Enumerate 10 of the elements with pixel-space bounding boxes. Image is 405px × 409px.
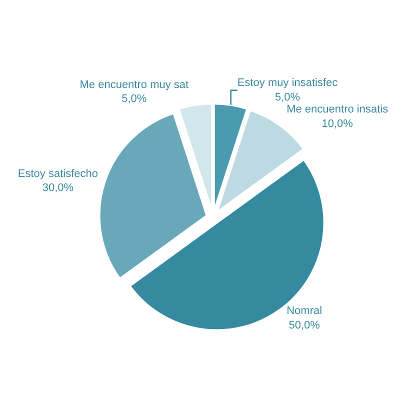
slice-label: Me encuentro muy sat (80, 78, 189, 91)
data-label: 5,0% (275, 92, 300, 104)
data-label: 30,0% (42, 182, 74, 194)
slice-label: Nomral (286, 305, 322, 318)
slice-label: Estoy muy insatisfec (237, 77, 338, 90)
slice-label: Estoy satisfecho (18, 168, 98, 180)
data-label: 10,0% (322, 118, 354, 130)
data-label: 50,0% (288, 319, 320, 332)
slice-label: Me encuentro insatis (286, 104, 389, 116)
data-label: 5,0% (122, 93, 147, 106)
